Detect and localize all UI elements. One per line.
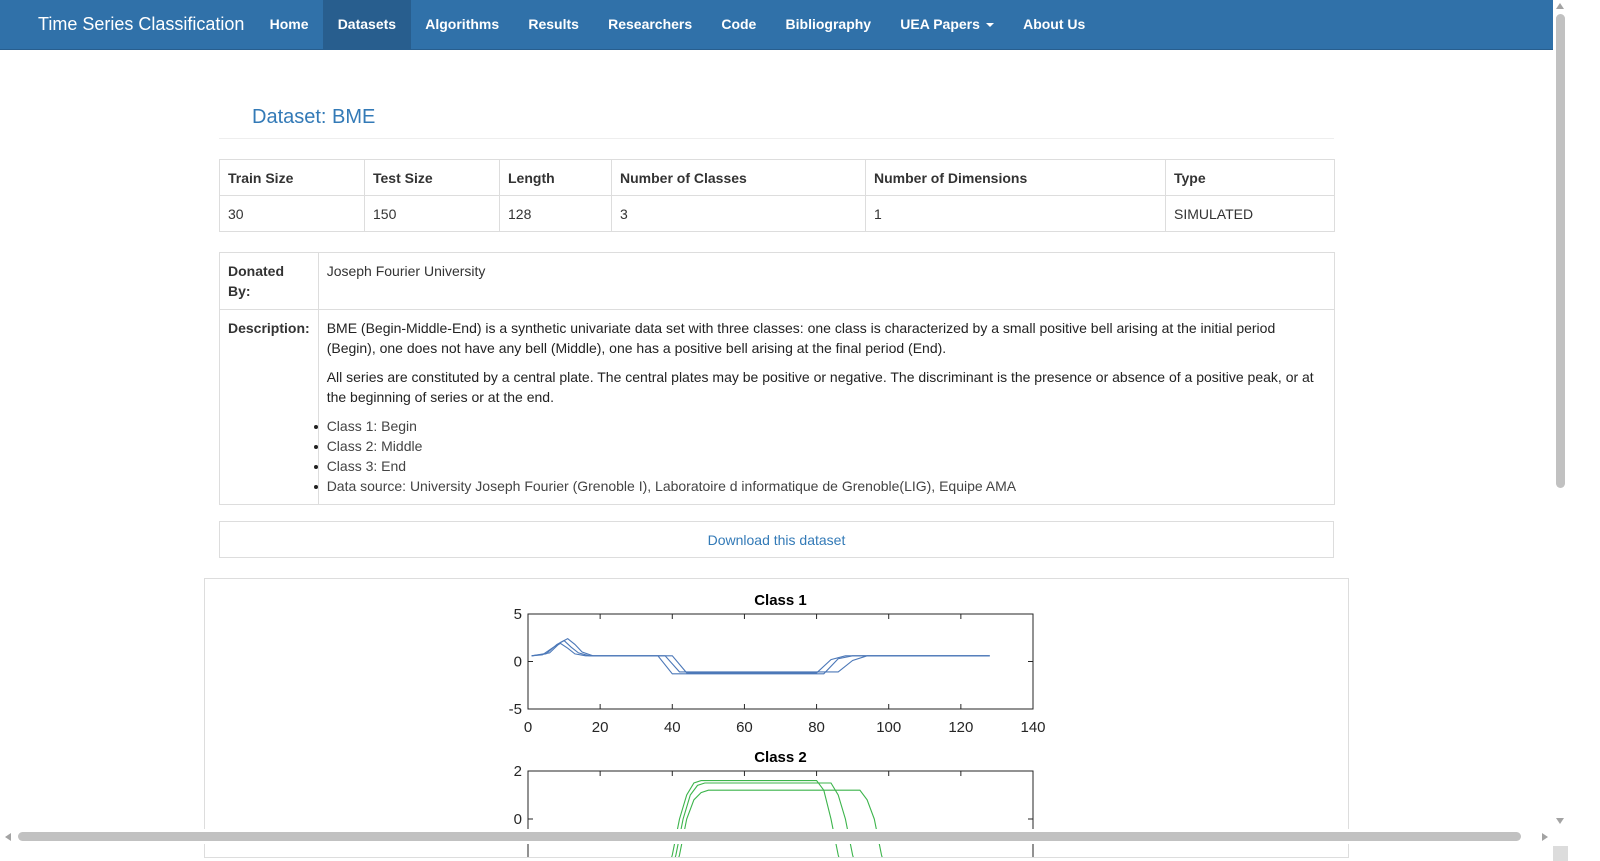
value-number-of-classes: 3 bbox=[611, 195, 866, 232]
nav-bibliography[interactable]: Bibliography bbox=[785, 16, 872, 32]
y-tick-label: 0 bbox=[514, 811, 522, 828]
nav-code[interactable]: Code bbox=[721, 16, 757, 32]
page-title: Dataset: BME bbox=[252, 106, 376, 128]
top-navbar: Time Series Classification Home Datasets… bbox=[0, 0, 1553, 50]
y-tick-label: 0 bbox=[514, 654, 522, 671]
brand-link[interactable]: Time Series Classification bbox=[38, 14, 245, 34]
scroll-left-arrow-icon[interactable] bbox=[5, 833, 11, 841]
nav-about-us[interactable]: About Us bbox=[1023, 16, 1086, 32]
info-header-row: Train Size Test Size Length Number of Cl… bbox=[219, 159, 1335, 196]
description-content: BME (Begin-Middle-End) is a synthetic un… bbox=[313, 309, 1336, 505]
description-paragraph: BME (Begin-Middle-End) is a synthetic un… bbox=[326, 320, 1276, 356]
donated-by-value: Joseph Fourier University bbox=[317, 252, 1336, 310]
value-test-size: 150 bbox=[364, 195, 500, 232]
list-item: Class 2: Middle bbox=[313, 436, 1326, 456]
scrollbar-corner bbox=[1553, 846, 1568, 861]
header-number-of-dimensions: Number of Dimensions bbox=[865, 159, 1166, 196]
chart-title: Class 2 bbox=[754, 749, 807, 766]
download-dataset-link[interactable]: Download this dataset bbox=[707, 532, 846, 548]
list-item: Data source: University Joseph Fourier (… bbox=[313, 476, 1326, 496]
nav-researchers[interactable]: Researchers bbox=[608, 16, 693, 32]
value-number-of-dimensions: 1 bbox=[865, 195, 1166, 232]
list-item: Class 3: End bbox=[313, 456, 1326, 476]
dataset-details-table: Donated By: Joseph Fourier University De… bbox=[219, 252, 1336, 505]
caret-down-icon bbox=[985, 23, 994, 28]
download-panel: Download this dataset bbox=[219, 521, 1334, 558]
list-item: Class 1: Begin bbox=[313, 416, 1326, 436]
chart-title: Class 1 bbox=[754, 592, 807, 609]
header-number-of-classes: Number of Classes bbox=[611, 159, 866, 196]
header-train-size: Train Size bbox=[219, 159, 365, 196]
plot-axes-box bbox=[527, 613, 1034, 710]
nav-home[interactable]: Home bbox=[269, 16, 309, 32]
nav-uea-papers-dropdown[interactable]: UEA Papers bbox=[886, 0, 1009, 49]
nav-datasets[interactable]: Datasets bbox=[323, 0, 411, 49]
header-test-size: Test Size bbox=[364, 159, 500, 196]
x-tick-label: 20 bbox=[592, 719, 609, 736]
series-line bbox=[531, 642, 990, 673]
scroll-down-arrow-icon[interactable] bbox=[1556, 818, 1564, 824]
series-line bbox=[531, 639, 990, 674]
plot-axes-box bbox=[527, 770, 1034, 857]
dataset-info-table: Train Size Test Size Length Number of Cl… bbox=[219, 159, 1335, 232]
class-list: Class 1: Begin Class 2: Middle Class 3: … bbox=[313, 416, 1326, 496]
y-tick-label: 5 bbox=[514, 606, 522, 623]
nav-uea-papers-label: UEA Papers bbox=[900, 16, 980, 32]
x-tick-label: 40 bbox=[664, 719, 681, 736]
x-tick-label: 60 bbox=[736, 719, 753, 736]
value-length: 128 bbox=[499, 195, 612, 232]
vertical-scroll-thumb[interactable] bbox=[1556, 14, 1565, 488]
y-tick-label: -5 bbox=[509, 701, 522, 718]
header-length: Length bbox=[499, 159, 612, 196]
x-tick-label: 0 bbox=[524, 719, 532, 736]
donated-row: Donated By: Joseph Fourier University bbox=[219, 252, 1336, 310]
page-header: Dataset: BME bbox=[219, 104, 1334, 139]
description-paragraph: All series are constituted by a central … bbox=[326, 369, 1314, 405]
x-tick-label: 100 bbox=[876, 719, 901, 736]
scroll-up-arrow-icon[interactable] bbox=[1556, 3, 1564, 9]
value-type: SIMULATED bbox=[1165, 195, 1335, 232]
y-tick-label: 2 bbox=[514, 763, 522, 780]
scroll-right-arrow-icon[interactable] bbox=[1542, 833, 1548, 841]
header-type: Type bbox=[1165, 159, 1335, 196]
nav-results[interactable]: Results bbox=[528, 16, 579, 32]
description-row: Description: BME (Begin-Middle-End) is a… bbox=[219, 309, 1336, 505]
nav-algorithms[interactable]: Algorithms bbox=[425, 16, 500, 32]
horizontal-scroll-thumb[interactable] bbox=[18, 832, 1521, 841]
x-tick-label: 140 bbox=[1020, 719, 1045, 736]
info-value-row: 30 150 128 3 1 SIMULATED bbox=[219, 195, 1335, 232]
nav-menu: Home Datasets Algorithms Results Researc… bbox=[255, 0, 1100, 49]
x-tick-label: 80 bbox=[808, 719, 825, 736]
value-train-size: 30 bbox=[219, 195, 365, 232]
series-line bbox=[678, 789, 883, 857]
x-tick-label: 120 bbox=[948, 719, 973, 736]
donated-by-label: Donated By: bbox=[219, 252, 319, 310]
description-label: Description: bbox=[219, 309, 319, 505]
